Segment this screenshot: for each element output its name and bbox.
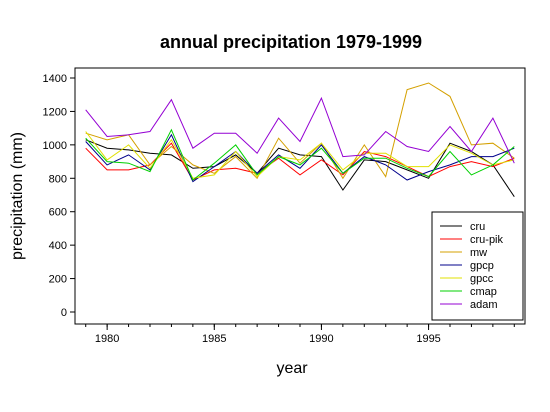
series-line-cmap [85, 128, 515, 181]
y-tick-label: 1000 [43, 140, 67, 152]
x-axis-label: year [276, 360, 308, 377]
chart-title: annual precipitation 1979-1999 [160, 32, 422, 52]
y-tick-label: 0 [61, 307, 67, 319]
x-tick-label: 1980 [95, 333, 119, 345]
x-tick-label: 1985 [202, 333, 226, 345]
x-tick-label: 1990 [309, 333, 333, 345]
series-line-gpcc [85, 131, 515, 179]
y-tick-label: 400 [49, 240, 67, 252]
y-tick-label: 600 [49, 207, 67, 219]
y-axis: 0 200 400 600 800 1000 1200 1400 [43, 73, 75, 319]
legend-label-cmap: cmap [470, 286, 497, 298]
legend-label-cru: cru [470, 221, 485, 233]
x-axis: 1980 1985 1990 1995 [85, 324, 515, 345]
y-tick-label: 200 [49, 274, 67, 286]
legend-label-gpcc: gpcc [470, 273, 494, 285]
series-line-adam [85, 96, 515, 164]
y-tick-label: 800 [49, 173, 67, 185]
legend-label-mw: mw [470, 247, 487, 259]
y-axis-label: precipitation (mm) [9, 132, 26, 260]
legend-box [431, 211, 524, 321]
series-line-cru-pik [85, 142, 515, 181]
series-line-cru [85, 139, 515, 197]
series-layer [85, 82, 515, 197]
x-tick-label: 1995 [416, 333, 440, 345]
legend-label-gpcp: gpcp [470, 260, 494, 272]
legend-label-adam: adam [470, 299, 498, 311]
y-tick-label: 1400 [43, 73, 67, 85]
legend-label-cru-pik: cru-pik [470, 234, 504, 246]
y-tick-label: 1200 [43, 106, 67, 118]
